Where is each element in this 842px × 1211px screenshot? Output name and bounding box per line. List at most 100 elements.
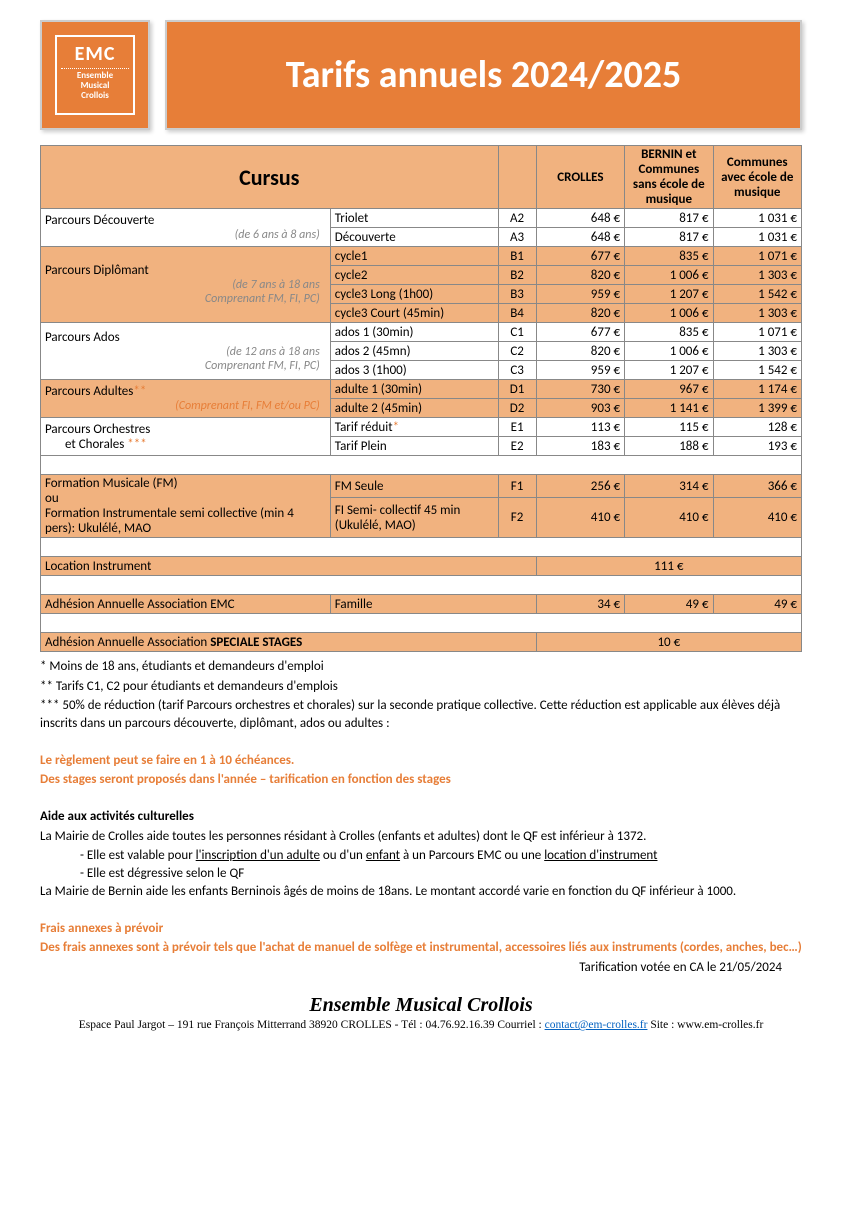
opt: FI Semi- collectif 45 min (Ukulélé, MAO)	[330, 498, 498, 538]
code: E2	[498, 437, 536, 456]
opt: Triolet	[330, 209, 498, 228]
location-label: Location Instrument	[41, 557, 537, 576]
footnote-3: *** 50% de réduction (tarif Parcours orc…	[40, 697, 802, 732]
footer-brand: Ensemble Musical Crollois	[40, 994, 802, 1017]
price: 677 €	[536, 323, 624, 342]
section-sub: (Comprenant FI, FM et/ou PC)	[45, 399, 326, 413]
price: 1 006 €	[625, 266, 713, 285]
code: C1	[498, 323, 536, 342]
code: B3	[498, 285, 536, 304]
opt: Tarif Plein	[330, 437, 498, 456]
orange-note-1: Le règlement peut se faire en 1 à 10 éch…	[40, 752, 802, 770]
notes: * Moins de 18 ans, étudiants et demandeu…	[40, 658, 802, 976]
footnote-2: ** Tarifs C1, C2 pour étudiants et deman…	[40, 678, 802, 696]
opt: adulte 2 (45min)	[330, 399, 498, 418]
section-sub: (de 7 ans à 18 ans	[45, 278, 326, 292]
price: 1 031 €	[713, 209, 801, 228]
price: 410 €	[713, 498, 801, 538]
location-value: 111 €	[536, 557, 801, 576]
col-code	[498, 146, 536, 209]
star: **	[133, 384, 146, 399]
price: 820 €	[536, 304, 624, 323]
price: 366 €	[713, 475, 801, 498]
logo-line3: Crollois	[57, 91, 133, 101]
opt: cycle3 Long (1h00)	[330, 285, 498, 304]
code: E1	[498, 418, 536, 437]
price: 677 €	[536, 247, 624, 266]
section-label: Parcours Adultes	[45, 384, 133, 399]
price: 1 141 €	[625, 399, 713, 418]
aide-p2: La Mairie de Bernin aide les enfants Ber…	[40, 883, 802, 901]
col-crolles: CROLLES	[536, 146, 624, 209]
price: 1 399 €	[713, 399, 801, 418]
section-label: Parcours Découverte	[45, 213, 326, 228]
price: 835 €	[625, 247, 713, 266]
aide-li1: Elle est valable pour l'inscription d'un…	[80, 847, 802, 865]
price: 1 006 €	[625, 342, 713, 361]
col-bernin: BERNIN et Communes sans école de musique	[625, 146, 713, 209]
price: 817 €	[625, 228, 713, 247]
price: 1 542 €	[713, 285, 801, 304]
tarification-date: Tarification votée en CA le 21/05/2024	[40, 959, 802, 977]
price: 959 €	[536, 361, 624, 380]
pricing-table: Cursus CROLLES BERNIN et Communes sans é…	[40, 145, 802, 652]
price: 410 €	[625, 498, 713, 538]
adhesion-stages-value: 10 €	[536, 633, 801, 652]
opt: cycle2	[330, 266, 498, 285]
price: 34 €	[536, 595, 624, 614]
opt: Tarif réduit*	[330, 418, 498, 437]
opt: adulte 1 (30min)	[330, 380, 498, 399]
opt: ados 3 (1h00)	[330, 361, 498, 380]
price: 128 €	[713, 418, 801, 437]
code: A2	[498, 209, 536, 228]
aide-title: Aide aux activités culturelles	[40, 808, 802, 826]
footer-address: Espace Paul Jargot – 191 rue François Mi…	[40, 1019, 802, 1031]
code: B2	[498, 266, 536, 285]
col-communes: Communes avec école de musique	[713, 146, 801, 209]
price: 115 €	[625, 418, 713, 437]
content: Cursus CROLLES BERNIN et Communes sans é…	[40, 145, 802, 1031]
price: 113 €	[536, 418, 624, 437]
opt: cycle3 Court (45min)	[330, 304, 498, 323]
footer-mail-link[interactable]: contact@em-crolles.fr	[545, 1019, 648, 1031]
price: 1 031 €	[713, 228, 801, 247]
price: 1 303 €	[713, 342, 801, 361]
price: 256 €	[536, 475, 624, 498]
code: F2	[498, 498, 536, 538]
price: 817 €	[625, 209, 713, 228]
fm-left2: ou	[45, 491, 326, 506]
price: 820 €	[536, 342, 624, 361]
fm-left3: Formation Instrumentale semi collective …	[45, 506, 326, 536]
price: 1 303 €	[713, 266, 801, 285]
star: ***	[127, 437, 146, 452]
price: 959 €	[536, 285, 624, 304]
section-label: Parcours Ados	[45, 330, 326, 345]
code: C2	[498, 342, 536, 361]
price: 188 €	[625, 437, 713, 456]
code: D1	[498, 380, 536, 399]
code: A3	[498, 228, 536, 247]
price: 183 €	[536, 437, 624, 456]
section-sub: (de 6 ans à 8 ans)	[45, 228, 326, 242]
price: 1 303 €	[713, 304, 801, 323]
opt: ados 2 (45mn)	[330, 342, 498, 361]
opt: cycle1	[330, 247, 498, 266]
opt: Découverte	[330, 228, 498, 247]
price: 1 006 €	[625, 304, 713, 323]
price: 1 174 €	[713, 380, 801, 399]
price: 648 €	[536, 228, 624, 247]
price: 49 €	[625, 595, 713, 614]
opt: FM Seule	[330, 475, 498, 498]
adhesion-label: Adhésion Annuelle Association EMC	[41, 595, 331, 614]
header: EMC Ensemble Musical Crollois Tarifs ann…	[40, 20, 802, 130]
code: B1	[498, 247, 536, 266]
price: 967 €	[625, 380, 713, 399]
price: 1 207 €	[625, 361, 713, 380]
fm-left1: Formation Musicale (FM)	[45, 476, 326, 491]
frais-body: Des frais annexes sont à prévoir tels qu…	[40, 939, 802, 957]
adhesion-opt: Famille	[330, 595, 536, 614]
price: 410 €	[536, 498, 624, 538]
price: 1 071 €	[713, 323, 801, 342]
footnote-1: * Moins de 18 ans, étudiants et demandeu…	[40, 658, 802, 676]
price: 1 071 €	[713, 247, 801, 266]
